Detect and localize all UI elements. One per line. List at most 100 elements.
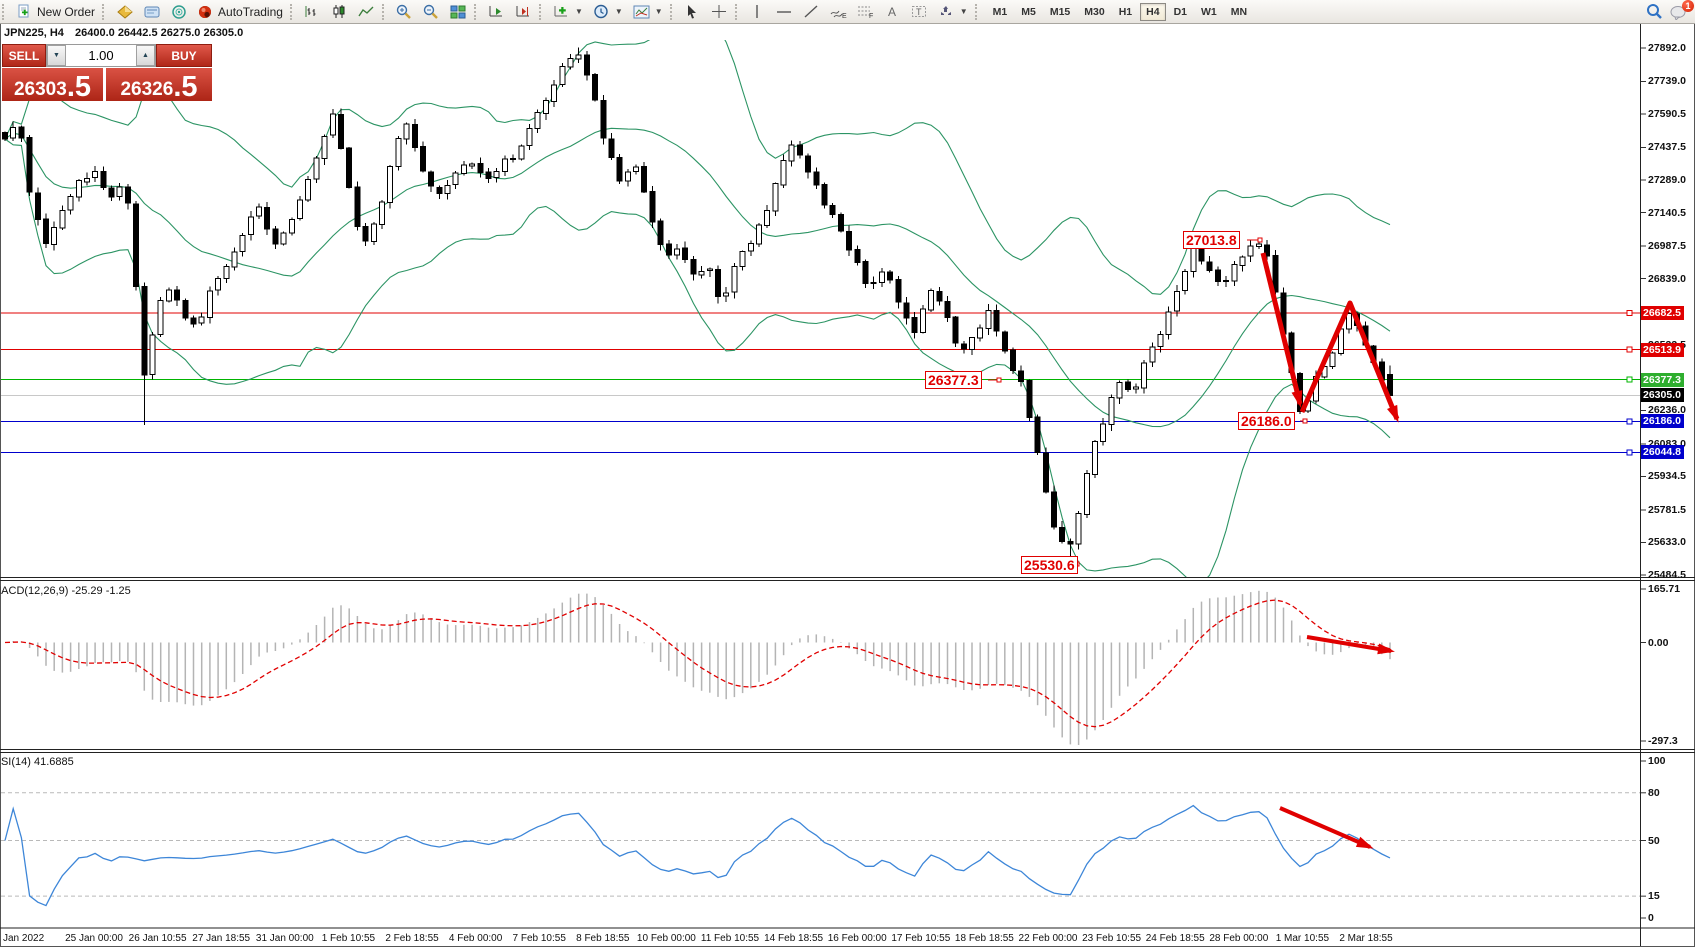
- vertical-line-icon: [749, 4, 766, 19]
- zoom-out-button[interactable]: [418, 2, 445, 21]
- trendline-icon: [803, 4, 820, 19]
- date-axis-label: 2 Feb 18:55: [385, 933, 439, 944]
- price-axis-tick: 27590.5: [1648, 107, 1686, 120]
- timeframe-button-m30[interactable]: M30: [1084, 5, 1105, 18]
- crosshair-tool-button[interactable]: [706, 2, 733, 21]
- buy-price-pip: .5: [173, 71, 198, 103]
- buy-button[interactable]: BUY: [156, 44, 212, 67]
- sell-price-main: 26303: [13, 79, 67, 100]
- timeframe-button-m1[interactable]: M1: [992, 5, 1008, 18]
- line-chart-icon: [358, 4, 375, 19]
- timeframe-group: M1 M5 M15 M30 H1 H4 D1 W1 MN: [986, 2, 1254, 21]
- zoom-in-icon: [396, 4, 413, 19]
- macd-scale-label: 165.71: [1648, 583, 1681, 595]
- chart-ohlc-values: 26400.0 26442.5 26275.0 26305.0: [75, 27, 244, 39]
- timeframe-button-mn[interactable]: MN: [1230, 5, 1248, 18]
- templates-button[interactable]: ▼: [628, 2, 668, 21]
- cursor-tool-button[interactable]: [679, 2, 706, 21]
- price-axis-badge: 26305.0: [1641, 388, 1684, 403]
- fibonacci-tool-button[interactable]: F: [852, 2, 879, 21]
- volume-increase-button[interactable]: ▲: [136, 45, 155, 66]
- zoom-in-button[interactable]: [391, 2, 418, 21]
- arrows-tool-button[interactable]: ▼: [933, 2, 973, 21]
- rsi-scale-label: 50: [1648, 834, 1660, 847]
- price-axis-tick: 25934.5: [1648, 470, 1686, 483]
- timeframe-button-m15[interactable]: M15: [1049, 5, 1071, 18]
- timeframe-button-d1[interactable]: D1: [1173, 5, 1188, 18]
- toolbar-grip[interactable]: [381, 3, 389, 20]
- line-chart-button[interactable]: [353, 2, 380, 21]
- toolbar-grip[interactable]: [734, 3, 742, 20]
- volume-control: ▼ 1.00 ▲: [46, 44, 156, 67]
- notifications-icon[interactable]: 1: [1669, 0, 1694, 20]
- date-axis-label: 1 Feb 10:55: [321, 933, 376, 944]
- volume-decrease-button[interactable]: ▼: [47, 45, 66, 66]
- navigator-button[interactable]: [165, 2, 192, 21]
- search-icon[interactable]: [1646, 4, 1663, 19]
- toolbar-grip[interactable]: [289, 3, 297, 20]
- tile-windows-button[interactable]: [445, 2, 472, 21]
- toolbar-grip[interactable]: [102, 3, 109, 20]
- volume-input[interactable]: 1.00: [88, 48, 114, 63]
- chart-shift-button[interactable]: [510, 2, 537, 21]
- toolbar-grip[interactable]: [2, 3, 9, 20]
- svg-text:F: F: [869, 13, 873, 19]
- candlestick-chart-button[interactable]: [326, 2, 353, 21]
- one-click-trading-panel: SELL ▼ 1.00 ▲ BUY 26303.5 26326.5: [2, 44, 212, 103]
- toolbar-grip[interactable]: [538, 3, 546, 20]
- buy-price[interactable]: 26326.5: [106, 68, 212, 103]
- price-annotation-label: 27013.8: [1183, 231, 1240, 249]
- rsi-scale-label: 0: [1648, 912, 1654, 924]
- date-axis-label: 4 Feb 00:00: [448, 933, 503, 944]
- horizontal-line-tool-button[interactable]: [771, 2, 798, 21]
- templates-icon: [633, 4, 650, 19]
- periods-icon: [593, 4, 610, 19]
- text-tool-button[interactable]: A: [879, 2, 906, 21]
- text-icon: A: [884, 4, 901, 19]
- cursor-icon: [684, 4, 701, 19]
- indicators-button[interactable]: ▼: [548, 2, 588, 21]
- autotrading-button[interactable]: AutoTrading: [192, 2, 288, 21]
- periods-button[interactable]: ▼: [588, 2, 628, 21]
- auto-scroll-button[interactable]: [483, 2, 510, 21]
- text-label-tool-button[interactable]: T: [906, 2, 933, 21]
- arrows-icon: [938, 4, 955, 19]
- main-toolbar: New Order AutoTrading ▼ ▼ ▼ E F A: [0, 0, 1695, 24]
- date-axis-label: 26 Jan 10:55: [128, 933, 187, 944]
- price-axis-tick: 25633.0: [1648, 536, 1686, 549]
- timeframe-button-h1[interactable]: H1: [1118, 5, 1133, 18]
- vertical-line-tool-button[interactable]: [744, 2, 771, 21]
- buy-price-main: 26326: [120, 79, 174, 100]
- timeframe-button-m5[interactable]: M5: [1021, 5, 1036, 18]
- trendline-tool-button[interactable]: [798, 2, 825, 21]
- price-axis-badge: 26186.0: [1641, 414, 1684, 429]
- macd-label: MACD(12,26,9) -25.29 -1.25: [0, 585, 131, 597]
- bar-chart-button[interactable]: [299, 2, 326, 21]
- rsi-label: RSI(14) 41.6885: [0, 756, 74, 768]
- toolbar-grip[interactable]: [669, 3, 677, 20]
- date-axis-label: 8 Feb 18:55: [576, 933, 630, 944]
- market-watch-button[interactable]: [111, 2, 138, 21]
- new-order-button[interactable]: New Order: [11, 2, 100, 21]
- equidistant-channel-tool-button[interactable]: E: [825, 2, 852, 21]
- toolbar-grip[interactable]: [974, 3, 982, 20]
- new-order-icon: [16, 4, 33, 19]
- price-axis-tick: 26839.0: [1648, 272, 1686, 285]
- rsi-scale-label: 80: [1648, 786, 1660, 799]
- crosshair-icon: [711, 4, 728, 19]
- timeframe-button-h4[interactable]: H4: [1140, 2, 1166, 21]
- data-window-button[interactable]: [138, 2, 165, 21]
- bar-chart-icon: [304, 4, 321, 19]
- equidistant-channel-icon: E: [830, 4, 847, 19]
- arrows-caret-icon: ▼: [959, 7, 968, 16]
- macd-scale-label: -297.3: [1648, 735, 1678, 747]
- date-axis-label: 16 Feb 00:00: [827, 933, 887, 944]
- sell-button[interactable]: SELL: [2, 44, 46, 67]
- toolbar-right-icons: 1: [1646, 0, 1694, 23]
- date-axis-label: 10 Feb 00:00: [636, 933, 696, 944]
- timeframe-button-w1[interactable]: W1: [1201, 5, 1217, 18]
- toolbar-grip[interactable]: [473, 3, 481, 20]
- sell-price[interactable]: 26303.5: [2, 68, 103, 102]
- templates-caret-icon: ▼: [654, 7, 663, 16]
